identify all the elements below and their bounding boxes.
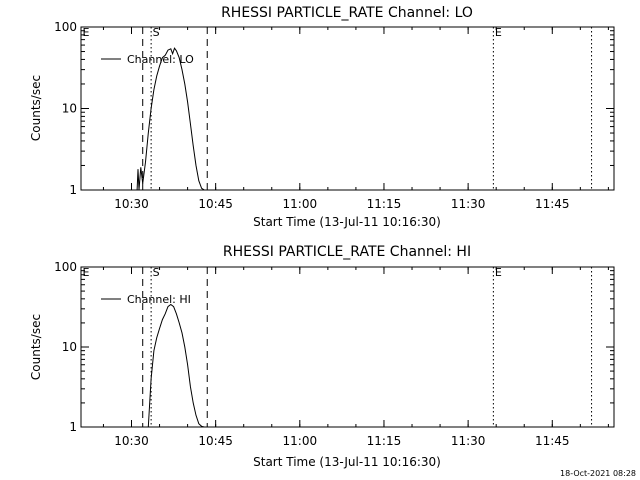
series-line — [147, 303, 205, 428]
axis-ticks: 10:30 10:45 11:00 11:15 11:30 11:45 1 10 100 — [54, 20, 614, 211]
x-tick-label: 10:30 — [114, 197, 149, 211]
y-axis-label: Counts/sec — [29, 75, 43, 141]
x-axis-label: Start Time (13-Jul-11 10:16:30) — [253, 215, 441, 229]
annotation-label: E — [495, 266, 502, 279]
footer-timestamp: 18-Oct-2021 08:28 — [560, 469, 636, 478]
x-tick-label: 11:30 — [451, 434, 486, 448]
y-tick-label: 10 — [62, 102, 77, 116]
x-axis-label: Start Time (13-Jul-11 10:16:30) — [253, 455, 441, 469]
plot-frame — [80, 26, 615, 191]
chart-panel-hi: RHESSI PARTICLE_RATE Channel: HI Counts/… — [29, 244, 615, 469]
y-tick-label: 10 — [62, 340, 77, 354]
y-tick-label: 100 — [54, 260, 77, 274]
x-tick-label: 11:00 — [283, 197, 318, 211]
x-tick-label: 11:30 — [451, 197, 486, 211]
x-tick-label: 10:30 — [114, 434, 149, 448]
x-tick-label: 10:45 — [198, 434, 233, 448]
plot-frame — [80, 266, 615, 428]
annotation-label: S — [153, 266, 160, 279]
annotation-label: S — [153, 26, 160, 39]
annotation-label: E — [83, 26, 90, 39]
legend: Channel: LO — [101, 53, 194, 66]
annotation-label: E — [495, 26, 502, 39]
series-group — [147, 303, 205, 428]
legend-label: Channel: HI — [127, 293, 191, 306]
chart-title: RHESSI PARTICLE_RATE Channel: LO — [221, 5, 473, 21]
x-tick-label: 11:15 — [367, 197, 402, 211]
y-tick-label: 100 — [54, 20, 77, 34]
series-group — [136, 47, 205, 191]
annotation-label: E — [83, 266, 90, 279]
series-line — [136, 47, 205, 191]
x-tick-label: 11:45 — [535, 434, 570, 448]
y-tick-label: 1 — [69, 183, 77, 197]
legend: Channel: HI — [101, 293, 191, 306]
x-tick-label: 11:45 — [535, 197, 570, 211]
legend-label: Channel: LO — [127, 53, 194, 66]
chart-title: RHESSI PARTICLE_RATE Channel: HI — [223, 244, 471, 260]
x-tick-label: 11:00 — [283, 434, 318, 448]
y-axis-label: Counts/sec — [29, 314, 43, 380]
x-tick-label: 10:45 — [198, 197, 233, 211]
y-tick-label: 1 — [69, 420, 77, 434]
x-tick-label: 11:15 — [367, 434, 402, 448]
axis-ticks: 10:30 10:45 11:00 11:15 11:30 11:45 1 10 100 — [54, 260, 614, 448]
chart-panel-lo: RHESSI PARTICLE_RATE Channel: LO Counts/… — [29, 5, 615, 229]
